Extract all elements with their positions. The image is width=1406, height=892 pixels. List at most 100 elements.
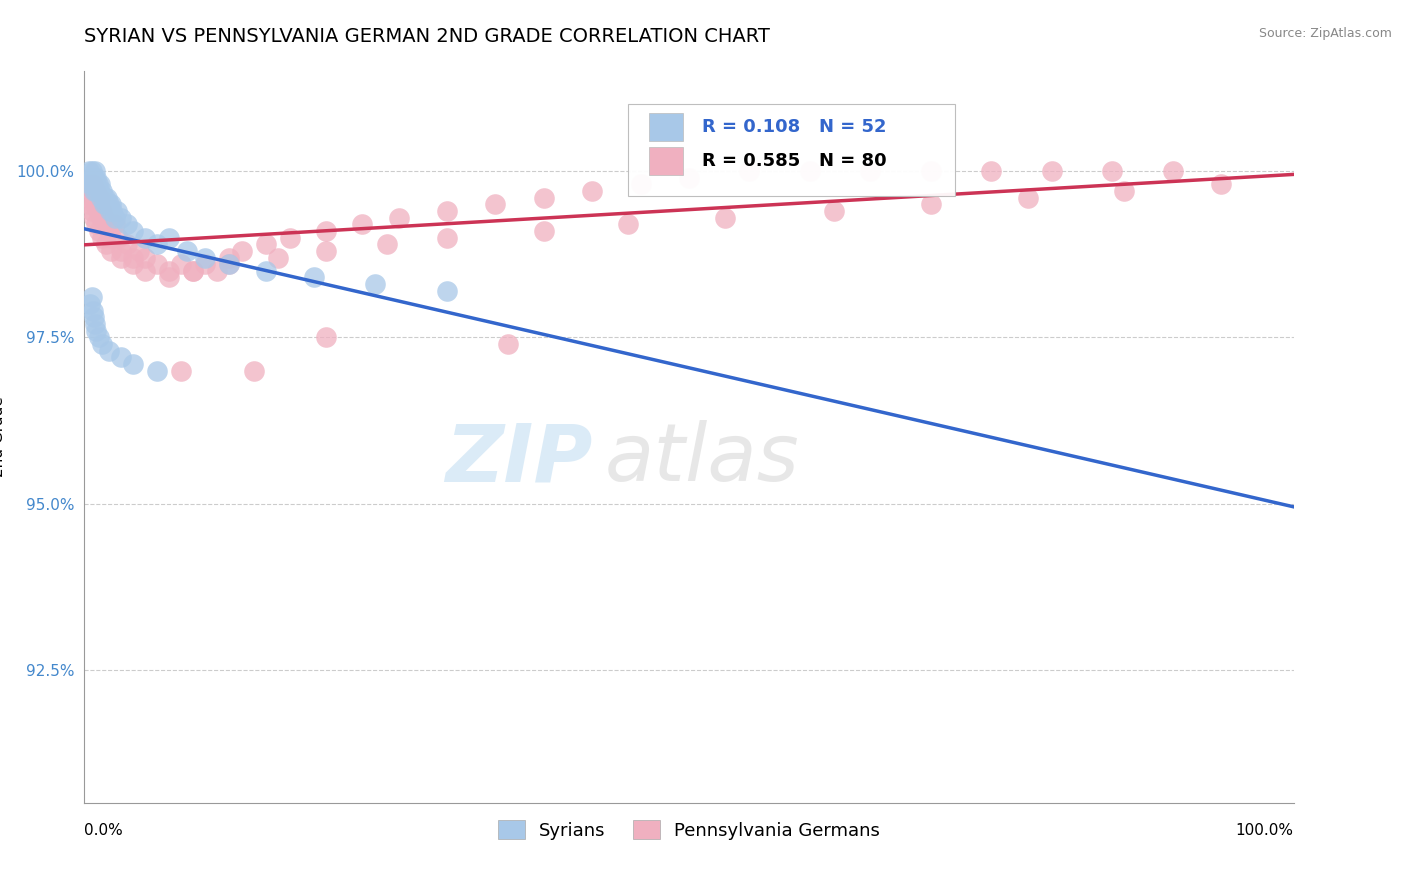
Point	[110, 251, 132, 265]
Point	[82, 303, 104, 318]
Point	[352, 217, 374, 231]
Point	[87, 224, 110, 238]
Point	[170, 257, 193, 271]
Point	[254, 264, 277, 278]
Point	[194, 251, 217, 265]
Point	[80, 184, 103, 198]
Point	[146, 363, 169, 377]
Point	[134, 251, 156, 265]
Point	[80, 204, 103, 219]
Point	[91, 230, 114, 244]
Point	[83, 211, 105, 225]
Point	[388, 211, 411, 225]
Text: R = 0.108   N = 52: R = 0.108 N = 52	[702, 118, 887, 136]
Point	[254, 237, 277, 252]
Point	[157, 264, 180, 278]
Point	[231, 244, 253, 258]
Point	[77, 178, 100, 192]
Point	[533, 224, 555, 238]
Text: 0.0%: 0.0%	[84, 822, 124, 838]
Point	[79, 191, 101, 205]
Point	[80, 290, 103, 304]
Point	[94, 237, 117, 252]
Point	[83, 197, 105, 211]
Point	[77, 197, 100, 211]
Point	[134, 230, 156, 244]
Point	[91, 184, 114, 198]
Point	[1040, 164, 1063, 178]
Text: Source: ZipAtlas.com: Source: ZipAtlas.com	[1258, 27, 1392, 40]
Point	[630, 178, 652, 192]
Point	[121, 357, 143, 371]
Point	[100, 244, 122, 258]
Point	[315, 244, 337, 258]
Point	[302, 270, 325, 285]
Point	[1114, 184, 1136, 198]
Point	[170, 363, 193, 377]
Point	[315, 224, 337, 238]
Point	[97, 197, 120, 211]
Point	[82, 178, 104, 192]
Bar	[650, 113, 683, 141]
Point	[86, 170, 108, 185]
Point	[86, 324, 108, 338]
Point	[84, 164, 107, 178]
Point	[436, 230, 458, 244]
Point	[77, 164, 100, 178]
Point	[86, 217, 108, 231]
Point	[146, 237, 169, 252]
Point	[980, 164, 1002, 178]
Point	[181, 264, 204, 278]
Point	[82, 178, 104, 192]
Point	[375, 237, 398, 252]
Point	[436, 284, 458, 298]
Point	[90, 211, 112, 225]
Point	[101, 204, 124, 219]
Point	[157, 230, 180, 244]
Point	[105, 204, 128, 219]
Point	[363, 277, 385, 292]
Point	[1101, 164, 1123, 178]
Text: atlas: atlas	[605, 420, 799, 498]
Point	[115, 237, 138, 252]
Point	[121, 224, 143, 238]
Point	[1161, 164, 1184, 178]
Point	[97, 224, 120, 238]
Point	[86, 184, 108, 198]
Point	[94, 197, 117, 211]
Point	[107, 230, 129, 244]
Point	[267, 251, 290, 265]
Point	[104, 217, 127, 231]
Point	[1209, 178, 1232, 192]
Point	[80, 164, 103, 178]
Point	[86, 184, 108, 198]
Point	[110, 351, 132, 365]
Point	[82, 170, 104, 185]
Text: R = 0.585   N = 80: R = 0.585 N = 80	[702, 153, 887, 170]
Point	[181, 264, 204, 278]
Point	[89, 191, 111, 205]
Point	[94, 191, 117, 205]
Point	[176, 244, 198, 258]
Point	[87, 184, 110, 198]
Point	[146, 257, 169, 271]
Point	[799, 164, 821, 178]
Point	[79, 178, 101, 192]
Point	[83, 170, 105, 185]
Point	[207, 264, 229, 278]
Point	[533, 191, 555, 205]
Point	[83, 184, 105, 198]
Point	[86, 204, 108, 219]
Legend: Syrians, Pennsylvania Germans: Syrians, Pennsylvania Germans	[489, 811, 889, 848]
Point	[121, 251, 143, 265]
Point	[80, 170, 103, 185]
Point	[242, 363, 264, 377]
Point	[91, 337, 114, 351]
Point	[484, 197, 506, 211]
Point	[86, 178, 108, 192]
Point	[121, 257, 143, 271]
Bar	[650, 147, 683, 175]
Point	[83, 310, 105, 325]
Point	[93, 211, 115, 225]
Point	[84, 178, 107, 192]
